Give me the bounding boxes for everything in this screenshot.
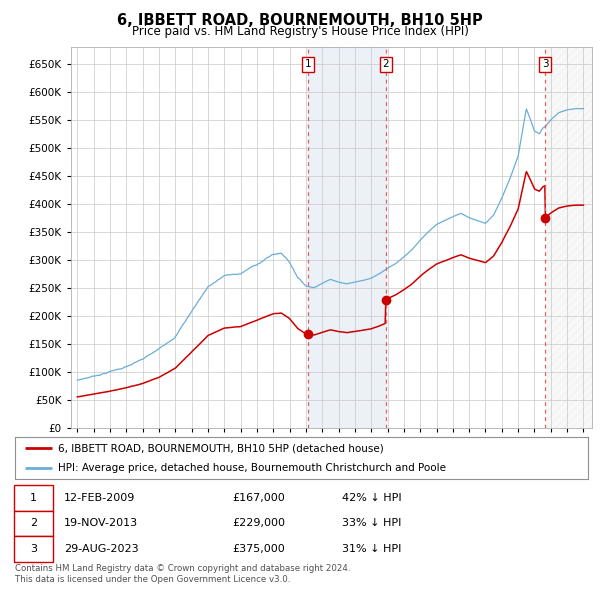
Text: 6, IBBETT ROAD, BOURNEMOUTH, BH10 5HP: 6, IBBETT ROAD, BOURNEMOUTH, BH10 5HP — [117, 13, 483, 28]
Text: Price paid vs. HM Land Registry's House Price Index (HPI): Price paid vs. HM Land Registry's House … — [131, 25, 469, 38]
Text: 31% ↓ HPI: 31% ↓ HPI — [341, 544, 401, 554]
Text: 3: 3 — [542, 60, 548, 69]
FancyBboxPatch shape — [14, 485, 53, 511]
Text: 1: 1 — [30, 493, 37, 503]
Text: 42% ↓ HPI: 42% ↓ HPI — [341, 493, 401, 503]
Text: This data is licensed under the Open Government Licence v3.0.: This data is licensed under the Open Gov… — [15, 575, 290, 584]
Text: £375,000: £375,000 — [233, 544, 286, 554]
Text: 2: 2 — [382, 60, 389, 69]
Text: 19-NOV-2013: 19-NOV-2013 — [64, 519, 138, 529]
Text: 6, IBBETT ROAD, BOURNEMOUTH, BH10 5HP (detached house): 6, IBBETT ROAD, BOURNEMOUTH, BH10 5HP (d… — [58, 443, 384, 453]
Text: HPI: Average price, detached house, Bournemouth Christchurch and Poole: HPI: Average price, detached house, Bour… — [58, 463, 446, 473]
Text: 29-AUG-2023: 29-AUG-2023 — [64, 544, 139, 554]
Text: Contains HM Land Registry data © Crown copyright and database right 2024.: Contains HM Land Registry data © Crown c… — [15, 564, 350, 573]
Bar — [308, 47, 386, 428]
FancyBboxPatch shape — [14, 511, 53, 536]
Text: 3: 3 — [30, 544, 37, 554]
Bar — [545, 47, 592, 428]
Text: 12-FEB-2009: 12-FEB-2009 — [64, 493, 135, 503]
Text: £167,000: £167,000 — [233, 493, 286, 503]
Text: 1: 1 — [305, 60, 311, 69]
Text: 2: 2 — [30, 519, 37, 529]
FancyBboxPatch shape — [14, 536, 53, 562]
Text: £229,000: £229,000 — [233, 519, 286, 529]
Text: 33% ↓ HPI: 33% ↓ HPI — [341, 519, 401, 529]
